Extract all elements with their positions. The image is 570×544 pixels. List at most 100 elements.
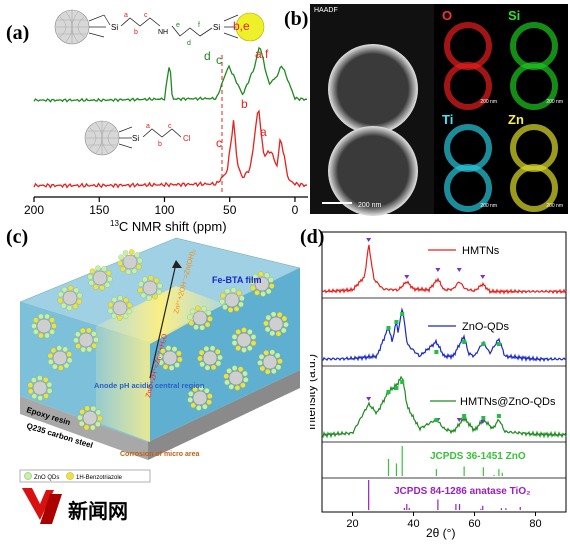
zno-marker: [496, 414, 501, 418]
panel-c-letter: (c): [6, 226, 29, 248]
peak-label-c: c: [216, 53, 222, 67]
anatase-marker: [404, 275, 410, 279]
particle-cluster: [31, 313, 57, 339]
xrd-chart: 20 40 60 80 HMTNs ZnO-QDs HMTNs@ZnO-QDs JCP…: [310, 231, 567, 540]
x-tick-label: 40: [407, 518, 419, 530]
y-axis-label: Intensity (a.u.): [310, 354, 318, 430]
x-axis-label: 2θ (°): [426, 526, 455, 540]
x-tick-label: 20: [346, 518, 358, 530]
nh-label: NH: [158, 29, 168, 36]
sphere-top: [328, 44, 418, 134]
zno-marker: [462, 340, 467, 344]
peak-label-be: b,e: [233, 19, 250, 33]
particle-cluster: [73, 327, 99, 353]
zno-marker: [400, 312, 405, 316]
struct-label: a: [146, 123, 150, 130]
struct-label: b: [134, 29, 138, 36]
particle-cluster: [257, 349, 283, 375]
cl-label: Cl: [183, 134, 191, 143]
x-tick-label: 80: [529, 518, 541, 530]
struct-label: f: [198, 22, 200, 29]
red-molecule-structure: Si a b c Cl: [84, 120, 191, 156]
haadf-label: HAADF: [314, 7, 338, 14]
nmr-chart: Si a b c NH e d f Si Si a b c Cl 200 150 1…: [24, 9, 308, 234]
watermark-text: 新闻网: [68, 499, 128, 523]
zno-marker: [496, 342, 501, 346]
particle-cluster: [197, 345, 223, 371]
particle-cluster: [57, 285, 83, 311]
xrd-series-1: [321, 307, 567, 363]
si-label: Si: [132, 134, 139, 143]
nanoparticle-clusters: [27, 249, 289, 431]
peak-label-b-red: b: [241, 97, 248, 111]
x-tick-label: 150: [89, 203, 109, 217]
watermark-logo: [22, 488, 54, 520]
zno-marker: [394, 386, 399, 390]
svg-text:ZnO-QDs: ZnO-QDs: [462, 321, 510, 333]
x-axis-label: 13C NMR shift (ppm): [110, 219, 227, 234]
zno-reference-label: JCPDS 36-1451 ZnO: [430, 451, 526, 462]
x-tick-label: 100: [154, 203, 174, 217]
particle-cluster: [107, 295, 133, 321]
peak-label-a-red: a: [260, 125, 267, 139]
watermark-logo-mark: [40, 494, 62, 524]
zno-marker: [386, 326, 391, 330]
zno-marker: [386, 390, 391, 394]
particle-cluster: [187, 305, 213, 331]
anatase-marker: [480, 275, 486, 279]
x-tick-label: 50: [223, 203, 237, 217]
eds-map-zn: Zn 200 nm: [504, 110, 567, 212]
haadf-image: HAADF 200 nm: [310, 4, 434, 216]
struct-label: c: [168, 123, 172, 130]
zno-marker: [394, 320, 399, 324]
bta-legend-icon: [66, 472, 74, 480]
struct-label: b: [158, 141, 162, 148]
tio2-reference-label: JCPDS 84-1286 anatase TiO₂: [394, 486, 531, 497]
particle-cluster: [157, 345, 183, 371]
particle-cluster: [249, 271, 275, 297]
peak-label-c-red: c: [216, 136, 222, 150]
particle-cluster: [263, 311, 289, 337]
legend-zno-qds: ZnO-QDs: [428, 321, 510, 333]
particle-cluster: [87, 265, 113, 291]
peak-label-d: d: [204, 49, 211, 63]
struct-label: d: [187, 40, 191, 47]
xrd-series-0: [321, 244, 567, 295]
x-tick-label: 0: [292, 203, 299, 217]
particle-cluster: [137, 275, 163, 301]
particle-cluster: [231, 327, 257, 353]
legend-box: [19, 469, 151, 483]
particle-cluster: [187, 385, 213, 411]
sphere-bottom: [328, 126, 418, 216]
particle-cluster: [223, 365, 249, 391]
haadf-scale-bar: [322, 202, 352, 204]
struct-label: a: [124, 12, 128, 19]
zno-marker: [481, 342, 486, 346]
green-molecule-structure: Si a b c NH e d f Si: [54, 9, 265, 47]
zno-marker: [462, 414, 467, 418]
green-nmr-spectrum: [33, 46, 308, 103]
anatase-marker: [435, 268, 441, 272]
eds-map-o: O 200 nm: [438, 6, 501, 110]
eds-mapping-panel: HAADF 200 nm O 200 nm Si 200 nm Ti 200 n…: [310, 4, 568, 216]
legend-zno-label: ZnO QDs: [34, 475, 59, 481]
particle-cluster: [219, 287, 245, 313]
si-label: Si: [111, 23, 118, 32]
panel-b-letter: (b): [284, 8, 309, 30]
panel-d-letter: (d): [300, 226, 325, 248]
particle-cluster: [77, 405, 103, 431]
eds-map-si: Si 200 nm: [504, 6, 567, 110]
x-tick-label: 60: [468, 518, 480, 530]
anatase-marker: [366, 238, 372, 242]
zno-legend-icon: [24, 472, 32, 480]
struct-label: c: [144, 12, 148, 19]
anode-label: Anode pH acidic central region: [94, 381, 205, 390]
corrosion-schematic: Fe-BTA film Zn²⁺+2OH⁻=Zn(OH)₂ ZnO+2H⁺=Zn…: [19, 237, 301, 524]
haadf-scale-text: 200 nm: [358, 202, 382, 209]
anatase-marker: [480, 420, 486, 424]
anatase-marker: [456, 268, 462, 272]
particle-cluster: [27, 375, 53, 401]
red-nmr-spectrum: [33, 109, 308, 189]
struct-label: e: [176, 22, 180, 29]
zno-marker: [481, 416, 486, 420]
